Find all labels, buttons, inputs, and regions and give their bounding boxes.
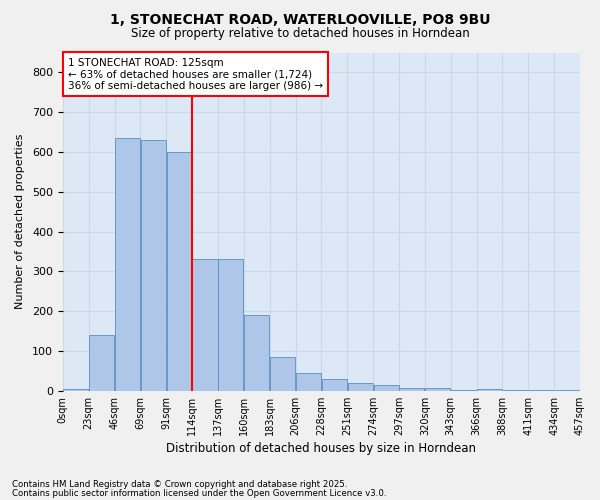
Bar bbox=[270, 357, 295, 391]
Bar bbox=[425, 388, 451, 391]
Bar bbox=[115, 138, 140, 391]
Bar bbox=[218, 260, 244, 391]
Bar bbox=[89, 335, 114, 391]
Bar bbox=[296, 373, 321, 391]
Bar bbox=[193, 260, 218, 391]
Text: 1 STONECHAT ROAD: 125sqm
← 63% of detached houses are smaller (1,724)
36% of sem: 1 STONECHAT ROAD: 125sqm ← 63% of detach… bbox=[68, 58, 323, 91]
Bar bbox=[141, 140, 166, 391]
Bar bbox=[503, 390, 528, 391]
Bar bbox=[63, 389, 88, 391]
Y-axis label: Number of detached properties: Number of detached properties bbox=[15, 134, 25, 310]
Bar bbox=[167, 152, 192, 391]
Text: Contains HM Land Registry data © Crown copyright and database right 2025.: Contains HM Land Registry data © Crown c… bbox=[12, 480, 347, 489]
Bar bbox=[400, 388, 424, 391]
Text: Contains public sector information licensed under the Open Government Licence v3: Contains public sector information licen… bbox=[12, 488, 386, 498]
X-axis label: Distribution of detached houses by size in Horndean: Distribution of detached houses by size … bbox=[166, 442, 476, 455]
Bar bbox=[477, 389, 502, 391]
Bar bbox=[347, 383, 373, 391]
Bar bbox=[374, 385, 398, 391]
Bar bbox=[451, 390, 476, 391]
Text: Size of property relative to detached houses in Horndean: Size of property relative to detached ho… bbox=[131, 28, 469, 40]
Bar bbox=[322, 379, 347, 391]
Bar bbox=[244, 315, 269, 391]
Text: 1, STONECHAT ROAD, WATERLOOVILLE, PO8 9BU: 1, STONECHAT ROAD, WATERLOOVILLE, PO8 9B… bbox=[110, 12, 490, 26]
